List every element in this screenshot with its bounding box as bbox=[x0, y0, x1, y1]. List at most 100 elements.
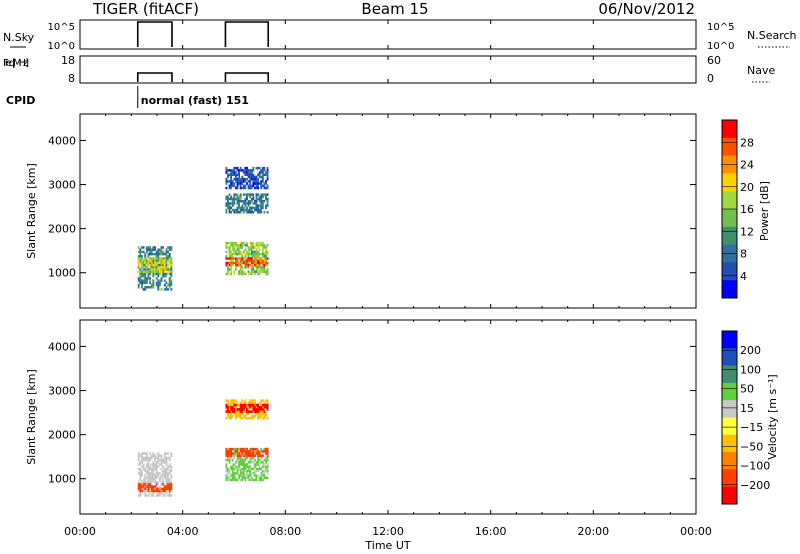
velocity-frame bbox=[79, 319, 697, 515]
freq-trace-1 bbox=[224, 72, 270, 82]
xtick-label-4: 16:00 bbox=[475, 525, 507, 538]
power-colorbar-swatch-8 bbox=[722, 262, 737, 281]
xtick-label-2: 08:00 bbox=[269, 525, 301, 538]
power-colorbar-tick-5: 8 bbox=[740, 248, 747, 261]
velocity-patch-1 bbox=[137, 483, 173, 493]
nsky-traces bbox=[136, 21, 270, 47]
power-patch-1 bbox=[137, 257, 173, 274]
power-colorbar-tick-0: 28 bbox=[740, 136, 754, 149]
velocity-colorbar-swatch-2 bbox=[722, 365, 737, 384]
power-colorbar-swatch-4 bbox=[722, 191, 737, 210]
velocity-colorbar-swatch-0 bbox=[722, 331, 737, 349]
velocity-colorbar-tick-7: −200 bbox=[740, 479, 770, 492]
power-ytick-label-3: 4000 bbox=[48, 134, 76, 147]
nsky-tick-bottom: 10^0 bbox=[48, 41, 75, 52]
velocity-colorbar-tick-2: 50 bbox=[740, 383, 754, 396]
cpid-row: CPID normal (fast) 151 bbox=[6, 86, 249, 108]
power-ytick-label-1: 2000 bbox=[48, 223, 76, 236]
velocity-colorbar-tick-6: −100 bbox=[740, 460, 770, 473]
nave-label: Nave bbox=[747, 64, 775, 77]
velocity-patches bbox=[137, 399, 269, 497]
power-colorbar-label: Power [dB] bbox=[758, 181, 771, 241]
xtick-label-0: 00:00 bbox=[64, 525, 96, 538]
velocity-colorbar-tick-1: 100 bbox=[740, 363, 761, 376]
nsky-tick-top: 10^5 bbox=[48, 22, 75, 33]
power-colorbar-swatch-5 bbox=[722, 209, 737, 228]
beam-title: Beam 15 bbox=[361, 0, 428, 18]
velocity-ytick-label-2: 3000 bbox=[48, 385, 76, 398]
time-axis: 00:00 04:00 08:00 12:00 16:00 20:00 00:00 bbox=[64, 20, 712, 538]
freq-trace-0 bbox=[136, 72, 173, 82]
velocity-colorbar-swatch-1 bbox=[722, 348, 737, 366]
velocity-colorbar: 200 100 50 15 −15 −50 −100 −200 bbox=[721, 330, 770, 505]
nsky-trace-1 bbox=[224, 21, 270, 47]
velocity-colorbar-label: Velocity [m s⁻¹] bbox=[766, 374, 779, 459]
velocity-patch-2 bbox=[225, 447, 269, 482]
power-colorbar: 28 24 20 16 12 8 4 bbox=[721, 119, 754, 299]
power-ytick-label-2: 3000 bbox=[48, 179, 76, 192]
velocity-colorbar-tick-0: 200 bbox=[740, 344, 761, 357]
freq-traces bbox=[136, 72, 270, 82]
power-frame bbox=[79, 113, 697, 309]
nsearch-label: N.Search bbox=[747, 29, 797, 42]
velocity-panel: 1000 2000 3000 4000 Slant Range [km] 200 100… bbox=[25, 319, 779, 515]
power-colorbar-swatch-6 bbox=[722, 226, 737, 245]
velocity-colorbar-swatch-9 bbox=[722, 486, 737, 505]
velocity-colorbar-swatch-8 bbox=[722, 469, 737, 488]
freq-label: Freq. [MHz] bbox=[3, 58, 29, 69]
nave-tick-top: 60 bbox=[707, 54, 721, 67]
power-colorbar-tick-2: 20 bbox=[740, 181, 754, 194]
velocity-colorbar-swatch-7 bbox=[722, 452, 737, 470]
power-colorbar-swatch-1 bbox=[722, 137, 737, 156]
velocity-colorbar-swatch-5 bbox=[722, 417, 737, 436]
cpid-label: CPID bbox=[6, 94, 35, 107]
nsky-trace-0 bbox=[136, 21, 173, 47]
power-colorbar-tick-6: 4 bbox=[740, 270, 747, 283]
xtick-label-3: 12:00 bbox=[372, 525, 404, 538]
power-patch-3 bbox=[225, 257, 269, 267]
nave-tick-bottom: 0 bbox=[707, 72, 714, 85]
velocity-patch-5 bbox=[225, 403, 269, 413]
power-colorbar-swatch-0 bbox=[722, 120, 737, 139]
velocity-ylabel: Slant Range [km] bbox=[25, 369, 38, 465]
power-panel: 1000 2000 3000 4000 Slant Range [km] 28 24 20… bbox=[25, 113, 771, 309]
x-axis-label: Time UT bbox=[364, 539, 410, 552]
cpid-annotation: normal (fast) 151 bbox=[141, 94, 249, 107]
power-yticks: 1000 2000 3000 4000 bbox=[48, 134, 696, 280]
velocity-colorbar-tick-5: −50 bbox=[740, 440, 763, 453]
freq-panel: Freq. [MHz] 18 8 60 0 Nave bbox=[3, 54, 775, 85]
velocity-colorbar-swatch-3 bbox=[722, 382, 737, 401]
power-colorbar-tick-3: 16 bbox=[740, 203, 754, 216]
velocity-colorbar-tick-3: 15 bbox=[740, 402, 754, 415]
xtick-label-1: 04:00 bbox=[167, 525, 199, 538]
velocity-yticks: 1000 2000 3000 4000 bbox=[48, 340, 696, 486]
nsky-label: N.Sky bbox=[3, 31, 35, 44]
power-ylabel: Slant Range [km] bbox=[25, 163, 38, 259]
velocity-ytick-label-1: 2000 bbox=[48, 429, 76, 442]
velocity-colorbar-tick-4: −15 bbox=[740, 421, 763, 434]
velocity-colorbar-frame bbox=[721, 330, 738, 505]
power-patches bbox=[137, 166, 269, 291]
velocity-colorbar-swatch-6 bbox=[722, 434, 737, 453]
power-colorbar-swatch-3 bbox=[722, 173, 737, 192]
xtick-label-6: 00:00 bbox=[680, 525, 712, 538]
velocity-colorbar-swatch-4 bbox=[722, 400, 737, 418]
freq-tick-bottom: 8 bbox=[68, 72, 75, 85]
power-colorbar-swatch-9 bbox=[722, 280, 737, 299]
power-colorbar-tick-1: 24 bbox=[740, 159, 754, 172]
freq-tick-top: 18 bbox=[61, 54, 75, 67]
power-patch-4 bbox=[225, 193, 269, 214]
velocity-ytick-label-0: 1000 bbox=[48, 473, 76, 486]
date-title: 06/Nov/2012 bbox=[598, 0, 695, 18]
nsky-right-tick-top: 10^5 bbox=[707, 22, 734, 33]
xtick-label-5: 20:00 bbox=[577, 525, 609, 538]
nsky-right-tick-bottom: 10^0 bbox=[707, 41, 734, 52]
power-colorbar-tick-4: 12 bbox=[740, 225, 754, 238]
power-patch-5 bbox=[225, 166, 269, 190]
velocity-ytick-label-3: 4000 bbox=[48, 340, 76, 353]
velocity-patch-3 bbox=[225, 447, 269, 457]
nsky-panel: N.Sky 10^5 10^0 10^5 10^0 N.Search bbox=[3, 19, 797, 52]
station-title: TIGER (fitACF) bbox=[92, 0, 199, 18]
power-ytick-label-0: 1000 bbox=[48, 267, 76, 280]
